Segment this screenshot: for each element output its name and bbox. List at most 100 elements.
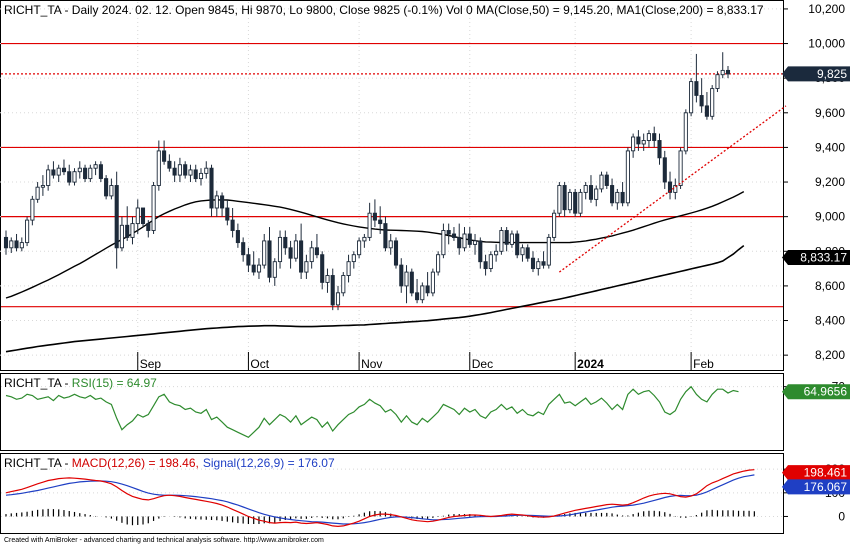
candle <box>172 161 177 183</box>
rsi-panel-frame <box>0 373 784 451</box>
candle <box>494 244 499 262</box>
candle <box>177 157 182 183</box>
candle <box>725 66 731 79</box>
candle <box>61 159 67 176</box>
candle <box>383 216 388 252</box>
candle <box>25 216 30 247</box>
candle <box>362 233 367 248</box>
rsi-panel: 7064.9656 <box>1 380 850 439</box>
candle <box>162 140 167 165</box>
price-tick-label: 8,600 <box>815 279 845 293</box>
candle <box>98 161 103 183</box>
candle <box>652 126 657 148</box>
candle <box>536 258 541 276</box>
price-tick-label: 9,000 <box>815 210 845 224</box>
candle <box>573 188 578 217</box>
candle <box>320 251 325 290</box>
price-badge-shape <box>782 66 850 82</box>
macd-panel-frame <box>0 453 784 534</box>
rsi-badge: 64.9656 <box>804 385 848 399</box>
ma200-badge-shape <box>782 250 850 266</box>
candle <box>552 209 557 241</box>
candle <box>293 233 298 262</box>
trendline <box>558 105 787 273</box>
macd-header-value: MACD(12,26) = 198.46, <box>72 456 199 470</box>
candle <box>225 199 230 226</box>
candle <box>77 161 82 179</box>
candle <box>415 278 420 304</box>
candle <box>631 133 636 158</box>
candle <box>230 208 235 238</box>
macd-badge-shape <box>782 465 850 481</box>
footer-credit: Created with AmiBroker - advanced charti… <box>4 537 324 544</box>
candle <box>557 182 562 217</box>
candle <box>299 223 304 279</box>
candle <box>335 285 341 311</box>
trendline-segment <box>558 105 787 273</box>
header-ma50: MA(Close,50) = 9,145.20, <box>476 3 613 17</box>
candle <box>272 258 277 286</box>
candle <box>283 230 288 255</box>
candlesticks <box>3 52 731 311</box>
candle <box>504 227 509 252</box>
rsi-header-value: RSI(15) = 64.97 <box>72 376 157 390</box>
candle <box>420 282 425 304</box>
candle <box>467 227 472 248</box>
candle <box>193 164 198 183</box>
candle <box>615 188 620 210</box>
candle <box>330 268 335 311</box>
rsi-series <box>5 385 739 439</box>
candle <box>188 164 193 183</box>
candle <box>167 154 172 172</box>
candle <box>425 272 430 297</box>
candle <box>509 230 514 248</box>
candle <box>288 240 293 269</box>
candle <box>214 190 219 217</box>
candle <box>357 237 362 259</box>
candle <box>646 130 651 148</box>
candle <box>583 182 588 200</box>
candle <box>56 164 61 183</box>
candle <box>220 192 225 217</box>
price-axis: 8,2008,4008,6008,8009,0009,2009,4009,600… <box>782 2 850 362</box>
candle <box>262 233 267 269</box>
x-tick-label: Nov <box>361 357 382 371</box>
candle <box>393 237 399 269</box>
candle <box>9 237 14 254</box>
candle <box>19 237 24 252</box>
candle <box>325 268 330 293</box>
signal-series <box>5 474 755 525</box>
candle <box>88 164 93 183</box>
x-tick-label: Oct <box>250 357 269 371</box>
candle <box>309 240 314 269</box>
x-axis: Sep Oct Nov Dec 2024 Feb <box>137 352 714 371</box>
candle <box>341 272 346 297</box>
candle <box>72 168 77 186</box>
candle <box>378 206 383 234</box>
candle <box>388 233 393 255</box>
candle <box>198 168 204 186</box>
candle <box>462 227 467 252</box>
candle <box>457 223 462 255</box>
candle <box>146 220 151 238</box>
candle <box>636 130 641 151</box>
header-ma200: MA1(Close,200) = 8,833.17 <box>613 3 764 17</box>
candle <box>14 233 19 252</box>
candle <box>520 244 525 262</box>
candle <box>104 175 109 200</box>
price-tick-label: 9,200 <box>815 175 845 189</box>
candle <box>515 230 520 259</box>
candle <box>46 164 51 191</box>
candle <box>699 78 704 113</box>
candle <box>678 147 683 189</box>
candle <box>304 254 309 279</box>
ma200-line <box>5 244 745 353</box>
candle <box>710 85 715 120</box>
candle <box>93 161 98 176</box>
candle <box>235 223 240 248</box>
candle <box>241 237 246 262</box>
candle <box>346 254 351 283</box>
candle <box>130 216 135 245</box>
signal-header-value: Signal(12,26,9) = 176.07 <box>203 456 335 470</box>
